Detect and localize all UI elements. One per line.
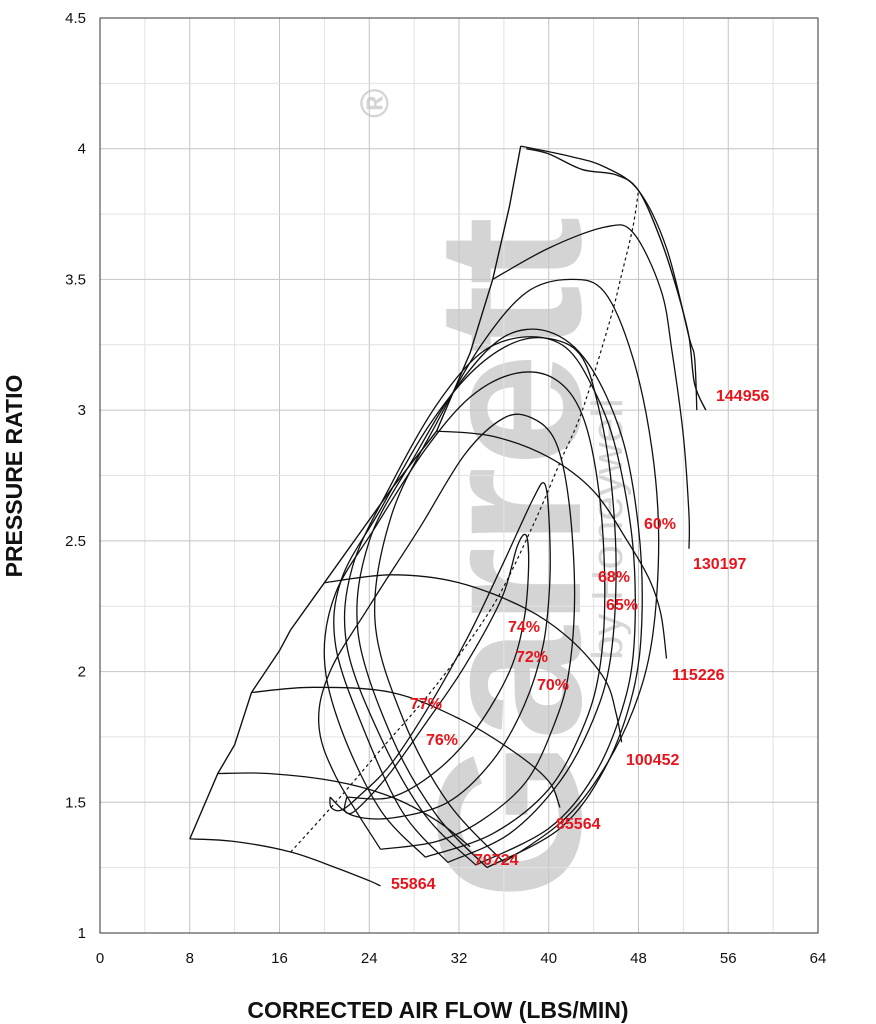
y-axis-title: PRESSURE RATIO: [1, 375, 27, 578]
watermark-byline: by Honeywell: [583, 398, 632, 660]
efficiency-island: [356, 328, 643, 869]
efficiency-label: 76%: [426, 732, 458, 749]
efficiency-island: [317, 413, 576, 850]
x-tick-label: 64: [810, 950, 827, 967]
x-axis-title: CORRECTED AIR FLOW (LBS/MIN): [247, 997, 628, 1023]
efficiency-label: 72%: [516, 649, 548, 666]
speed-line: [436, 430, 668, 659]
y-tick-label: 2.5: [65, 533, 86, 550]
efficiency-island: [323, 371, 606, 858]
plot-frame: [99, 17, 819, 934]
watermark-brand: Garrett: [395, 216, 624, 900]
speed-line-label: 144956: [716, 388, 769, 405]
y-tick-label: 3: [78, 402, 86, 419]
y-tick-label: 1: [78, 925, 86, 942]
x-tick-label: 48: [630, 950, 647, 967]
efficiency-islands: [317, 278, 660, 869]
efficiency-label: 60%: [644, 516, 676, 533]
speed-line: [189, 838, 381, 887]
efficiency-island: [373, 278, 660, 863]
surge-line: [189, 145, 522, 840]
y-tick-label: 3.5: [65, 271, 86, 288]
efficiency-label: 77%: [410, 696, 442, 713]
y-tick-label: 4.5: [65, 10, 86, 27]
choke-line: [526, 148, 707, 411]
axes: 0 8 16 24 32 40 48 56 64 1 1.5 2 2.5 3 3.5 4 4.5: [65, 10, 826, 967]
speed-line: [520, 145, 698, 411]
efficiency-label: 74%: [508, 619, 540, 636]
speed-line: [492, 224, 691, 549]
garrett-watermark: Garrett ® by Honeywell: [353, 89, 632, 900]
efficiency-island: [343, 336, 636, 866]
speed-line-label: 55864: [391, 876, 436, 893]
speed-line: [217, 772, 471, 848]
efficiency-island: [343, 533, 530, 815]
speed-line-label: 130197: [693, 556, 746, 573]
speed-line: [324, 574, 623, 743]
x-tick-label: 32: [451, 950, 468, 967]
x-tick-label: 16: [271, 950, 288, 967]
watermark-registered: ®: [353, 89, 397, 118]
x-tick-label: 56: [720, 950, 737, 967]
x-tick-label: 40: [540, 950, 557, 967]
speed-line-label: 100452: [626, 752, 679, 769]
efficiency-label: 68%: [598, 569, 630, 586]
speed-lines: [189, 145, 707, 887]
y-tick-label: 2: [78, 664, 86, 681]
speed-line-label: 115226: [672, 667, 725, 684]
chart-labels: 55864 70724 85564 100452 115226 130197 144956 7…: [391, 388, 769, 893]
speed-line: [251, 686, 561, 808]
efficiency-island: [333, 337, 617, 863]
speed-line-label: 70724: [474, 852, 519, 869]
efficiency-label: 70%: [537, 677, 569, 694]
y-tick-label: 4: [78, 141, 86, 158]
speed-line-label: 85564: [556, 816, 601, 833]
efficiency-label: 65%: [606, 597, 638, 614]
x-tick-label: 24: [361, 950, 378, 967]
y-tick-label: 1.5: [65, 794, 86, 811]
x-tick-label: 0: [96, 950, 104, 967]
x-tick-label: 8: [186, 950, 194, 967]
